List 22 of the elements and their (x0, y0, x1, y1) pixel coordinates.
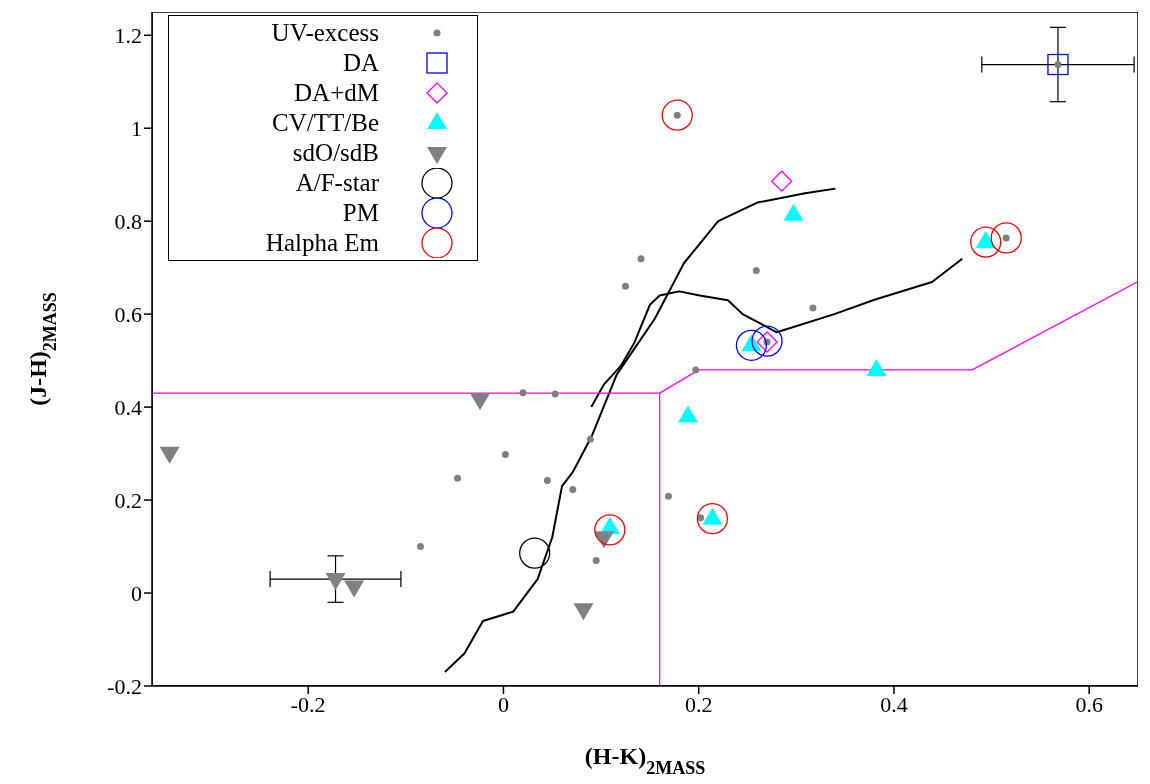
y-tick-label: 0.2 (114, 487, 142, 513)
legend-label: DA+dM (293, 78, 379, 108)
x-tick-label: 0.2 (684, 691, 713, 717)
x-tick-label: 0 (497, 691, 509, 717)
y-tick-label: 0.4 (114, 394, 142, 420)
legend-label: PM (341, 198, 379, 228)
legend-label: Halpha Em (264, 228, 379, 258)
y-tick-label: 1.2 (114, 23, 142, 49)
x-tick-label: -0.2 (290, 691, 326, 717)
y-tick-label: 1 (131, 116, 142, 142)
legend-label: sdO/sdB (291, 138, 379, 168)
x-tick-label: 0.6 (1075, 691, 1103, 717)
x-tick-label: 0.4 (880, 691, 908, 717)
legend-label: DA (341, 48, 379, 78)
x-axis-title: (H-K)$_{2MASS}$ (584, 743, 706, 778)
y-tick-label: 0.8 (114, 208, 142, 234)
y-tick-label: 0 (131, 580, 142, 606)
legend-label: A/F-star (294, 168, 379, 198)
legend-label: UV-excess (270, 18, 379, 48)
y-tick-label: -0.2 (107, 673, 142, 699)
y-tick-label: 0.6 (114, 301, 142, 327)
legend-label: CV/TT/Be (271, 108, 379, 138)
